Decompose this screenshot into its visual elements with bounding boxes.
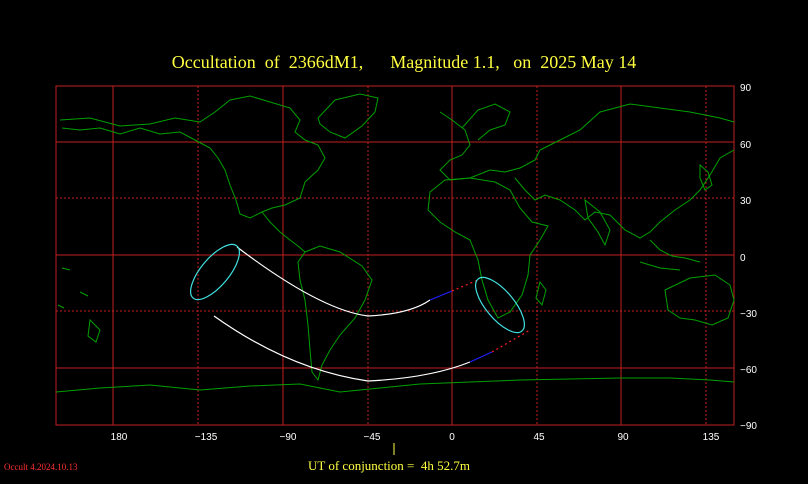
x-tick-m135: −135 — [194, 432, 218, 443]
y-tick-90: 90 — [740, 83, 752, 94]
coast-indonesia — [639, 239, 701, 271]
y-tick-m30: −30 — [740, 309, 757, 320]
y-tick-m90: −90 — [740, 421, 757, 432]
version-label: Occult 4.2024.10.13 — [4, 462, 78, 472]
y-tick-m60: −60 — [740, 365, 757, 376]
coast-africa — [427, 177, 549, 319]
coast-new-zealand — [87, 318, 101, 343]
x-tick-m45: −45 — [363, 432, 381, 443]
path-south-limit — [213, 315, 471, 382]
coast-greenland — [317, 93, 379, 139]
coast-europe — [439, 111, 541, 181]
coast-australia — [664, 274, 735, 326]
coast-india — [584, 198, 611, 247]
path-north-blue — [429, 290, 453, 301]
coast-south-america — [297, 245, 373, 382]
x-tick-0: 0 — [449, 432, 455, 443]
path-north-limit — [236, 246, 431, 317]
x-tick-90: 90 — [617, 432, 629, 443]
x-tick-135: 135 — [702, 432, 720, 443]
x-tick-m90: −90 — [279, 432, 297, 443]
coastlines — [55, 93, 735, 393]
coast-asia — [514, 103, 735, 239]
y-tick-30: 30 — [740, 196, 752, 207]
y-tick-60: 60 — [740, 140, 752, 151]
occultation-paths — [190, 243, 531, 382]
coast-madagascar — [535, 280, 547, 307]
coast-pacific-islands — [57, 267, 89, 309]
coast-japan — [699, 163, 713, 191]
map-title: Occultation of 2366dM1, Magnitude 1.1, o… — [171, 52, 637, 72]
coast-central-america — [261, 211, 306, 253]
grid-lines — [56, 86, 734, 425]
path-north-dotted — [451, 279, 479, 292]
set-limit-circle — [475, 276, 525, 334]
path-south-blue — [469, 351, 493, 363]
coast-north-america — [59, 95, 326, 219]
x-tick-180: 180 — [110, 432, 128, 443]
y-tick-0: 0 — [740, 253, 746, 264]
coast-antarctica — [55, 377, 735, 393]
coast-scandinavia — [461, 103, 511, 141]
path-south-dotted — [491, 329, 531, 353]
x-tick-45: 45 — [533, 432, 545, 443]
rise-limit-circle — [190, 243, 240, 301]
ut-conjunction-label: UT of conjunction = 4h 52.7m — [308, 458, 470, 473]
